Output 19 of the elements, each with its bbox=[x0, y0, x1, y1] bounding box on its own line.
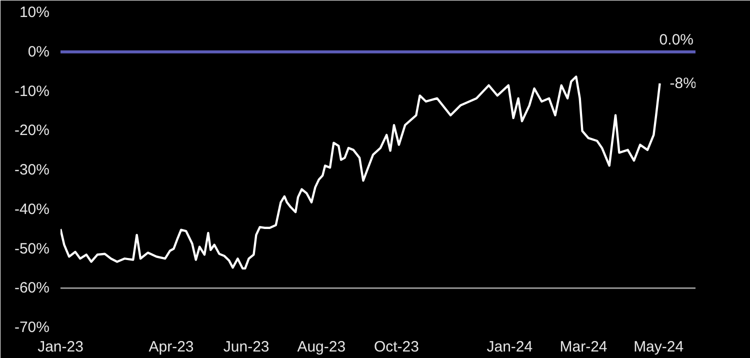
y-tick-label: -50% bbox=[14, 240, 50, 258]
y-tick-label: -70% bbox=[14, 319, 50, 336]
x-tick-label: Jan-23 bbox=[38, 338, 84, 356]
y-tick-label: -20% bbox=[14, 122, 50, 140]
x-tick-label: Jun-23 bbox=[223, 338, 270, 356]
y-tick-label: -60% bbox=[14, 280, 50, 297]
ref-line-label: 0.0% bbox=[659, 31, 694, 48]
x-tick-label: Apr-23 bbox=[148, 338, 194, 356]
y-tick-label: 10% bbox=[19, 4, 50, 21]
y-tick-label: 0% bbox=[28, 43, 50, 60]
y-tick-label: -30% bbox=[14, 162, 50, 178]
x-tick-label: Mar-24 bbox=[560, 338, 608, 356]
x-tick-label: Aug-23 bbox=[297, 338, 346, 356]
line-series bbox=[60, 76, 661, 270]
x-tick-label: Oct-23 bbox=[374, 338, 419, 356]
y-tick-label: -40% bbox=[14, 200, 50, 218]
y-tick-label: -10% bbox=[14, 82, 50, 100]
x-tick-label: Jan-24 bbox=[486, 338, 533, 356]
x-tick-label: May-24 bbox=[634, 338, 684, 356]
